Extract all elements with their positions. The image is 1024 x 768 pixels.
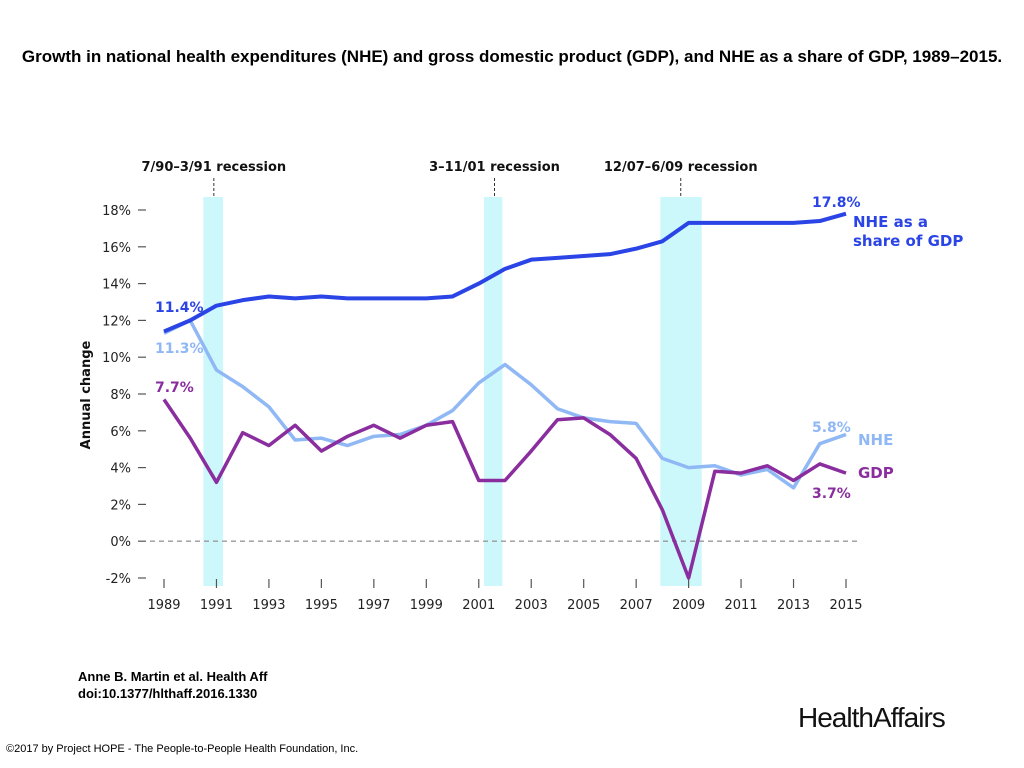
x-tick-label: 2005 bbox=[567, 598, 600, 613]
copyright: ©2017 by Project HOPE - The People-to-Pe… bbox=[6, 743, 359, 755]
y-tick-label: 18% bbox=[102, 204, 131, 219]
recession-band bbox=[203, 197, 224, 586]
gdp-start-label: 7.7% bbox=[155, 380, 194, 396]
series-line-gdp bbox=[162, 398, 847, 580]
citation-doi: doi:10.1377/hlthaff.2016.1330 bbox=[78, 686, 258, 701]
x-tick-label: 1991 bbox=[200, 598, 233, 613]
y-tick-label: -2% bbox=[106, 572, 131, 587]
series-line-nhe bbox=[163, 318, 847, 490]
x-tick-label: 1999 bbox=[410, 598, 443, 613]
recession-band bbox=[660, 197, 702, 586]
citation-authors: Anne B. Martin et al. Health Aff bbox=[78, 669, 268, 684]
x-tick-label: 2009 bbox=[672, 598, 705, 613]
y-tick-label: 16% bbox=[102, 241, 131, 256]
x-tick-label: 2013 bbox=[777, 598, 810, 613]
y-tick-label: 4% bbox=[110, 462, 131, 477]
y-axis-label: Annual change bbox=[79, 340, 94, 449]
y-tick-label: 2% bbox=[110, 498, 131, 513]
x-tick-label: 1989 bbox=[147, 598, 180, 613]
x-tick-label: 2001 bbox=[462, 598, 495, 613]
y-tick-label: 10% bbox=[102, 351, 131, 366]
series-line-nhe-as-a-share-of-gdp bbox=[163, 211, 847, 334]
x-tick-label: 1997 bbox=[357, 598, 390, 613]
y-tick-label: 6% bbox=[110, 425, 131, 440]
nhe-share-end-label: 17.8% bbox=[812, 195, 861, 211]
recession-label: 3–11/01 recession bbox=[429, 160, 560, 175]
x-tick-label: 1995 bbox=[305, 598, 338, 613]
recession-band bbox=[484, 197, 503, 586]
x-tick-label: 2003 bbox=[515, 598, 548, 613]
y-tick-label: 14% bbox=[102, 278, 131, 293]
recession-label: 7/90–3/91 recession bbox=[142, 160, 287, 175]
recession-label: 12/07–6/09 recession bbox=[604, 160, 758, 175]
x-tick-label: 1993 bbox=[252, 598, 285, 613]
nhe-end-label: 5.8% bbox=[812, 420, 851, 436]
nhe-start-label: 11.3% bbox=[155, 341, 204, 357]
citation: Anne B. Martin et al. Health Aff doi:10.… bbox=[78, 668, 267, 702]
y-tick-label: 0% bbox=[110, 535, 131, 550]
x-tick-label: 2011 bbox=[725, 598, 758, 613]
x-tick-label: 2007 bbox=[620, 598, 653, 613]
nhe-share-series-label-line2: share of GDP bbox=[853, 232, 963, 250]
y-tick-label: 12% bbox=[102, 314, 131, 329]
chart-title: Growth in national health expenditures (… bbox=[21, 47, 1003, 66]
nhe-share-series-label-line1: NHE as a bbox=[853, 213, 928, 231]
gdp-end-label: 3.7% bbox=[812, 486, 851, 502]
nhe-share-start-label: 11.4% bbox=[155, 300, 204, 316]
nhe-series-label: NHE bbox=[858, 431, 893, 449]
y-tick-label: 8% bbox=[110, 388, 131, 403]
health-affairs-logo: HealthAffairs bbox=[798, 702, 946, 733]
gdp-series-label: GDP bbox=[858, 464, 894, 482]
x-tick-label: 2015 bbox=[829, 598, 862, 613]
